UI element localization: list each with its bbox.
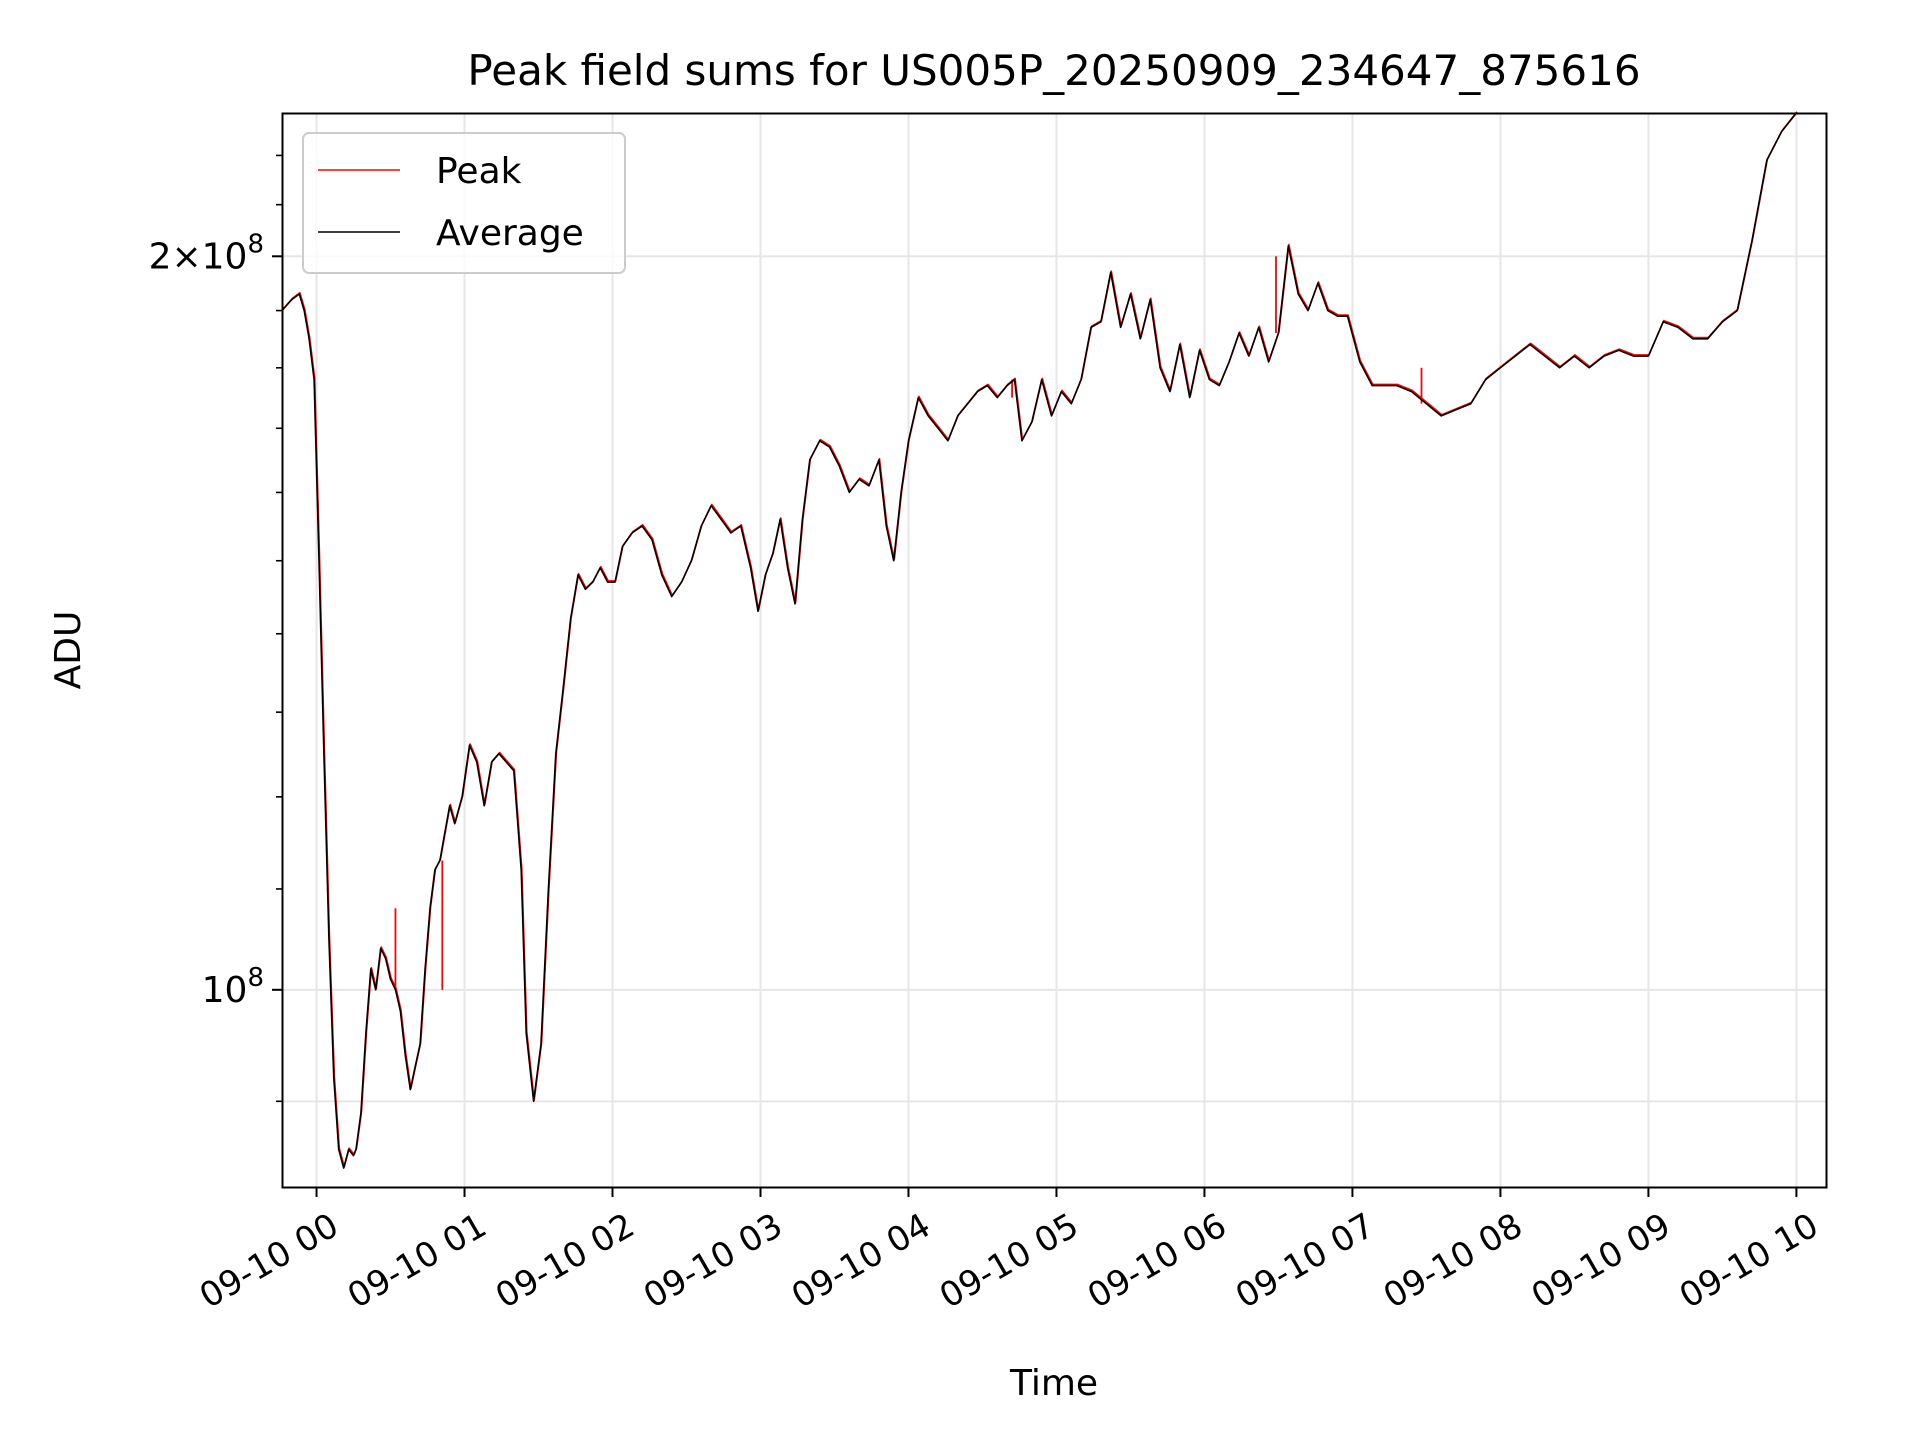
y-tick-label: 108: [202, 963, 264, 1011]
series-line-average: [281, 112, 1798, 1169]
grid-lines: [282, 113, 1826, 1187]
legend-average-label: Average: [436, 213, 584, 254]
series-layer: [281, 111, 1798, 1169]
legend-box: [302, 132, 626, 274]
y-tick-label: 2×108: [149, 229, 264, 277]
y-axis-label: ADU: [48, 611, 89, 690]
x-axis-label: Time: [1009, 1363, 1098, 1404]
chart-title: Peak field sums for US005P_20250909_2346…: [467, 46, 1640, 95]
legend-peak-label: Peak: [436, 151, 522, 192]
plot-frame: [281, 112, 1828, 1189]
legend: Peak Average: [302, 132, 626, 274]
